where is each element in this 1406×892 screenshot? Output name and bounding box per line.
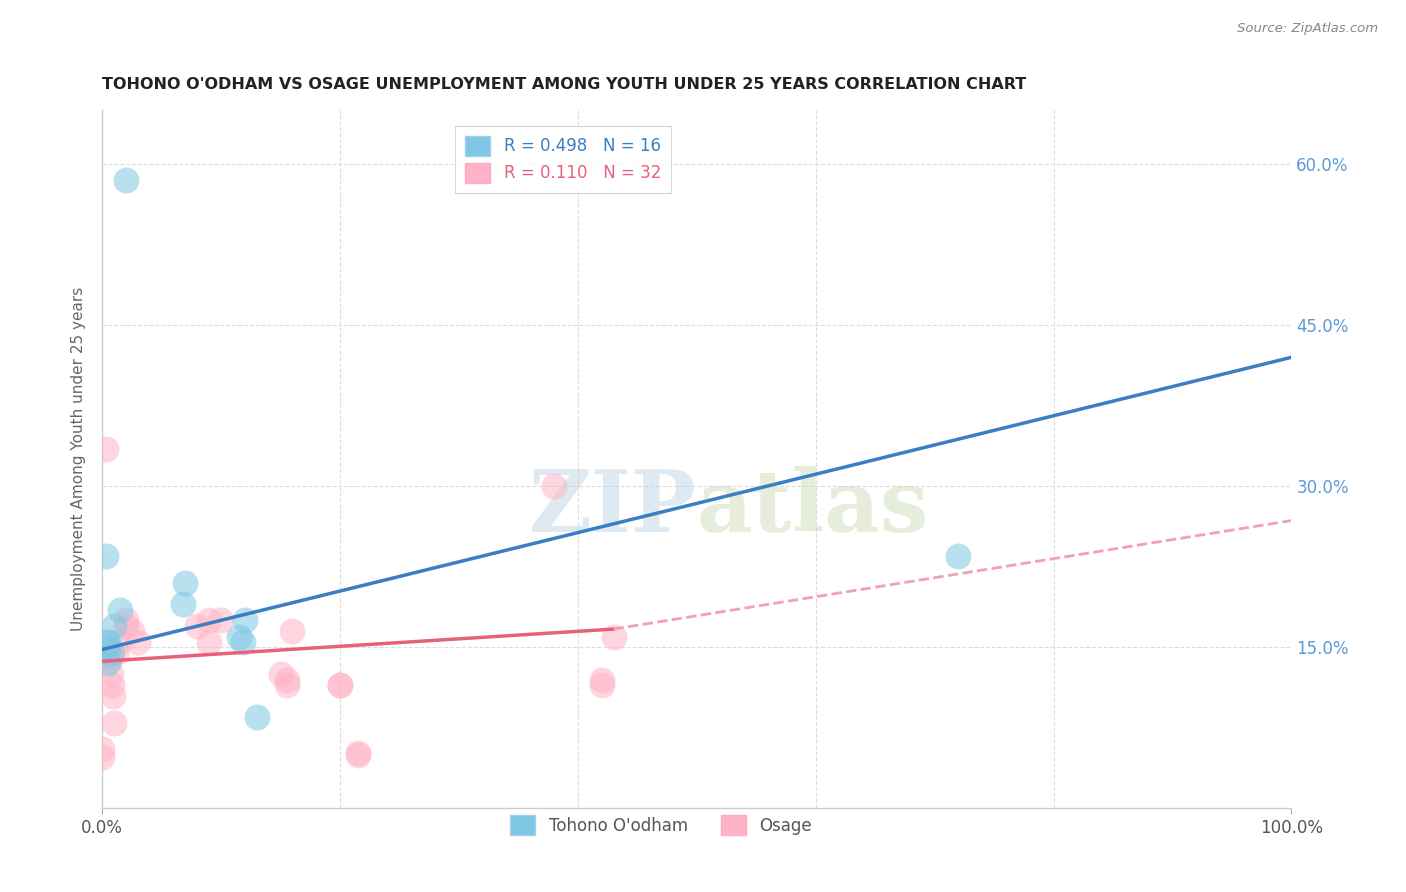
- Point: [101, 689, 124, 703]
- Point: [276, 673, 298, 687]
- Point: [94, 549, 117, 563]
- Point: [228, 630, 250, 644]
- Point: [97, 648, 120, 663]
- Point: [232, 635, 254, 649]
- Point: [543, 479, 565, 493]
- Point: [96, 635, 118, 649]
- Point: [108, 603, 131, 617]
- Point: [276, 678, 298, 692]
- Legend: Tohono O'odham, Osage: Tohono O'odham, Osage: [503, 808, 818, 842]
- Point: [270, 667, 292, 681]
- Point: [233, 614, 256, 628]
- Point: [103, 715, 125, 730]
- Point: [100, 646, 122, 660]
- Point: [948, 549, 970, 563]
- Point: [329, 678, 352, 692]
- Text: Source: ZipAtlas.com: Source: ZipAtlas.com: [1237, 22, 1378, 36]
- Point: [172, 598, 194, 612]
- Point: [198, 614, 221, 628]
- Point: [198, 635, 221, 649]
- Point: [96, 642, 118, 657]
- Point: [591, 673, 613, 687]
- Point: [97, 642, 120, 657]
- Point: [347, 746, 370, 760]
- Point: [281, 624, 304, 639]
- Point: [186, 619, 208, 633]
- Point: [115, 614, 138, 628]
- Text: TOHONO O'ODHAM VS OSAGE UNEMPLOYMENT AMONG YOUTH UNDER 25 YEARS CORRELATION CHAR: TOHONO O'ODHAM VS OSAGE UNEMPLOYMENT AMO…: [103, 78, 1026, 93]
- Point: [100, 678, 122, 692]
- Point: [591, 678, 613, 692]
- Point: [97, 657, 120, 671]
- Point: [97, 635, 120, 649]
- Point: [94, 442, 117, 456]
- Text: ZIP: ZIP: [529, 467, 697, 550]
- Point: [174, 575, 197, 590]
- Point: [246, 710, 269, 724]
- Point: [108, 635, 131, 649]
- Y-axis label: Unemployment Among Youth under 25 years: Unemployment Among Youth under 25 years: [72, 287, 86, 632]
- Point: [91, 742, 114, 756]
- Point: [115, 619, 138, 633]
- Point: [98, 653, 121, 667]
- Point: [127, 635, 149, 649]
- Point: [115, 173, 138, 187]
- Point: [100, 667, 122, 681]
- Point: [329, 678, 352, 692]
- Point: [602, 630, 624, 644]
- Point: [347, 747, 370, 762]
- Text: atlas: atlas: [697, 467, 929, 550]
- Point: [121, 624, 143, 639]
- Point: [91, 750, 114, 764]
- Point: [103, 619, 125, 633]
- Point: [105, 646, 128, 660]
- Point: [209, 614, 232, 628]
